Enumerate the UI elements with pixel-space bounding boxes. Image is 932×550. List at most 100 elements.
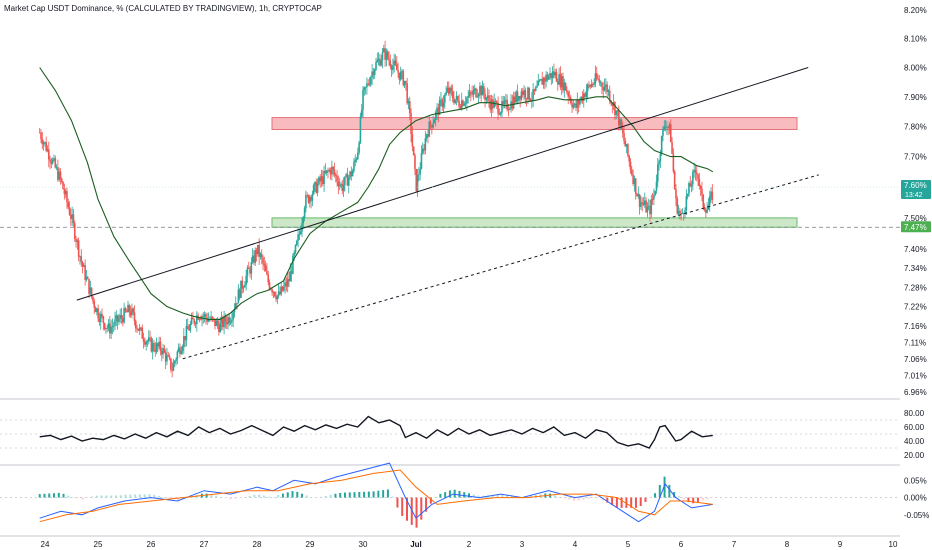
candle-body	[544, 77, 546, 82]
candle-body	[582, 93, 585, 102]
candle-body	[276, 295, 279, 300]
candle-body	[441, 99, 444, 107]
macd-histogram-bar	[167, 497, 170, 499]
y-tick-label: 6.96%	[904, 388, 927, 397]
macd-histogram-bar	[477, 495, 480, 498]
candle-body	[128, 305, 131, 312]
candle-body	[638, 194, 641, 207]
candle-body	[412, 146, 415, 156]
candle-body	[384, 48, 386, 60]
candle-body	[290, 271, 293, 274]
candle-body	[701, 188, 703, 195]
candle-body	[653, 194, 655, 200]
candle-body	[216, 320, 219, 325]
candle-body	[192, 317, 194, 320]
candle-body	[393, 60, 395, 66]
candle-body	[129, 311, 132, 316]
candle-body	[410, 112, 412, 135]
macd-histogram-bar	[372, 491, 375, 498]
candle-body	[112, 325, 115, 327]
macd-histogram-bar	[57, 492, 60, 498]
candle-body	[170, 358, 172, 370]
candle-body	[433, 119, 436, 124]
candle-body	[196, 315, 198, 325]
candle-body	[598, 79, 601, 83]
candle-body	[564, 82, 567, 91]
candle-body	[654, 190, 656, 195]
macd-histogram-bar	[601, 497, 604, 501]
candle-body	[107, 323, 110, 328]
candle-body	[431, 125, 433, 128]
candle-body	[325, 170, 328, 173]
macd-histogram-bar	[324, 495, 327, 498]
macd-histogram-bar	[72, 496, 75, 498]
x-tick-label: 10	[889, 540, 898, 549]
candle-body	[225, 322, 228, 325]
macd-histogram-bar	[553, 495, 556, 498]
candle-body	[38, 132, 41, 134]
candle-body	[67, 202, 70, 208]
candle-body	[368, 84, 371, 86]
candle-body	[438, 100, 441, 115]
candle-body	[562, 76, 564, 91]
candle-body	[667, 126, 669, 128]
candle-body	[536, 85, 538, 88]
candle-body	[45, 142, 47, 151]
macd-histogram-bar	[382, 490, 385, 498]
candle-body	[359, 116, 362, 143]
candle-body	[557, 81, 559, 85]
candle-body	[77, 240, 80, 257]
resistance-zone	[271, 117, 798, 131]
candle-body	[519, 96, 521, 100]
macd-histogram-bar	[596, 497, 599, 499]
last-price-label: 7.60%	[904, 181, 927, 190]
candle-body	[83, 265, 85, 267]
candle-body	[463, 103, 466, 106]
candle-body	[607, 90, 610, 93]
macd-histogram-bar	[267, 496, 270, 498]
candle-body	[157, 343, 159, 347]
candle-body	[671, 142, 673, 154]
macd-histogram-bar	[239, 497, 242, 499]
candle-body	[566, 90, 568, 93]
candle-body	[116, 315, 119, 322]
candle-body	[590, 84, 593, 87]
macd-histogram-bar	[472, 494, 475, 498]
candle-body	[455, 96, 458, 100]
candle-body	[84, 265, 86, 280]
candle-body	[275, 296, 277, 300]
macd-histogram-bar	[644, 497, 647, 502]
candle-body	[682, 213, 685, 214]
support-zone	[271, 217, 798, 228]
candle-body	[79, 256, 81, 257]
candle-body	[267, 274, 270, 283]
candle-body	[266, 271, 268, 275]
candle-body	[99, 313, 102, 323]
candle-body	[386, 51, 389, 59]
x-tick-label: 2	[467, 540, 472, 549]
candle-body	[560, 76, 563, 88]
candle-body	[259, 253, 262, 257]
candle-body	[122, 318, 124, 323]
candle-body	[247, 267, 250, 269]
candle-body	[234, 303, 237, 309]
candle-body	[427, 134, 429, 137]
candle-body	[281, 286, 284, 291]
candle-body	[86, 277, 89, 279]
candle-body	[246, 267, 249, 276]
candle-body	[49, 159, 51, 162]
x-tick-label: 5	[626, 540, 631, 549]
candle-body	[164, 352, 167, 362]
candle-body	[602, 87, 605, 91]
candle-body	[89, 287, 92, 294]
macd-histogram-bar	[701, 497, 704, 501]
candle-body	[284, 282, 286, 287]
candle-body	[659, 153, 662, 162]
candle-body	[618, 110, 620, 126]
candle-body	[302, 217, 305, 224]
macd-histogram-bar	[253, 494, 256, 498]
candle-body	[390, 66, 393, 70]
candle-body	[490, 99, 493, 110]
candle-body	[502, 101, 505, 104]
